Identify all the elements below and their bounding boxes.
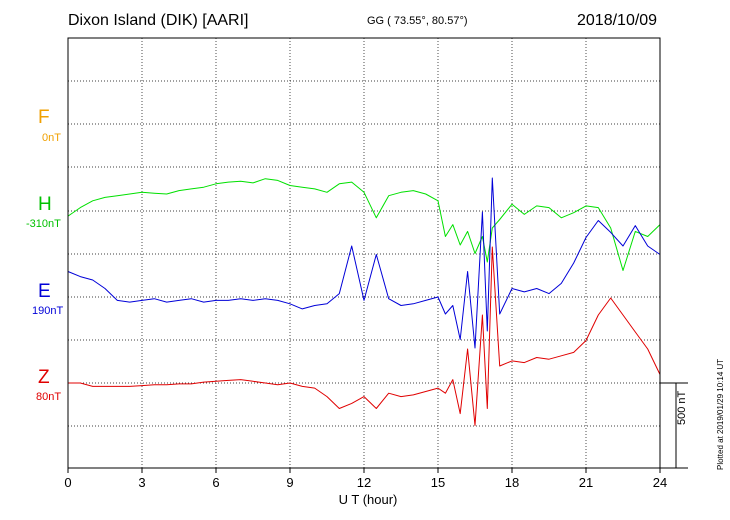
x-tick-label: 15 [431,475,445,490]
scale-bar-label: 500 nT [676,390,688,425]
x-tick-label: 24 [653,475,667,490]
scale-bar [660,382,688,469]
h-letter: H [38,194,52,215]
e-letter: E [38,281,51,302]
date-label: 2018/10/09 [577,12,658,29]
station-title: Dixon Island (DIK) [AARI] [68,12,249,29]
x-tick-label: 12 [357,475,371,490]
x-tick-label: 9 [286,475,293,490]
x-axis-label: U T (hour) [339,492,398,507]
x-tick-label: 6 [212,475,219,490]
series-line-h [67,178,661,271]
coordinates-label: GG ( 73.55°, 80.57°) [367,15,468,27]
plotted-timestamp: Plotted at 2019/01/29 10:14 UT [716,358,725,470]
plot-frame [67,37,661,469]
e-baseline: 190nT [32,305,64,317]
x-tick-label: 3 [138,475,145,490]
series-line-e [67,177,661,349]
f-baseline: 0nT [42,132,61,144]
z-letter: Z [38,367,50,388]
h-baseline: -310nT [26,218,61,230]
series-line-z [68,246,661,426]
x-tick-label: 21 [579,475,593,490]
grid-lines [68,38,660,468]
x-tick-label: 18 [505,475,519,490]
f-component-label: F [38,107,50,129]
f-letter: F [38,107,50,128]
series-layer [67,177,661,426]
z-baseline: 80nT [36,391,62,403]
x-axis-ticks: 0 3 6 9 12 15 18 21 24 [64,468,667,490]
x-tick-label: 0 [64,475,71,490]
